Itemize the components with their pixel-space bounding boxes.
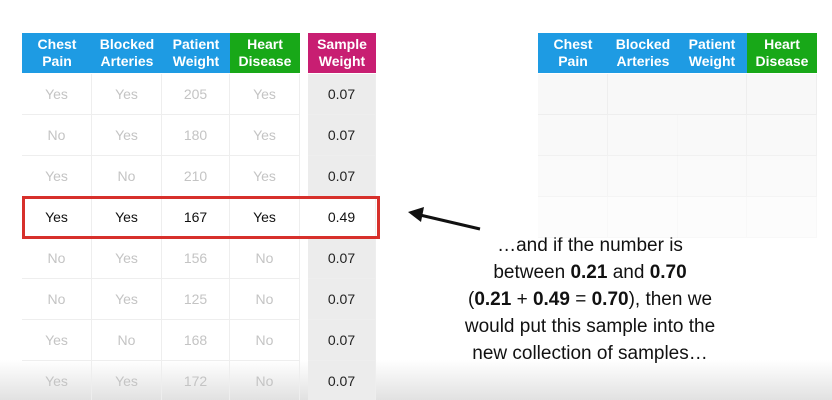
- table-cell: No: [22, 238, 92, 279]
- table-cell: Yes: [92, 279, 162, 320]
- empty-cell: [608, 197, 678, 238]
- header-cell: Chest Pain: [22, 33, 92, 73]
- annotation-line: new collection of samples…: [420, 340, 760, 367]
- table-cell: 172: [162, 361, 230, 400]
- table-cell: 205: [162, 74, 230, 115]
- empty-cell: [747, 74, 817, 115]
- empty-cell: [677, 115, 747, 156]
- table-cell: Yes: [92, 361, 162, 400]
- header-cell: Sample Weight: [308, 33, 376, 73]
- annotation-text: +: [511, 289, 533, 310]
- table-cell: No: [230, 279, 300, 320]
- empty-cell: [538, 74, 608, 115]
- table-cell: Yes: [230, 156, 300, 197]
- header-cell: Chest Pain: [538, 33, 608, 73]
- table-cell: 0.07: [308, 361, 376, 400]
- empty-cell: [677, 197, 747, 238]
- table-cell: No: [230, 361, 300, 400]
- table-cell: 0.07: [308, 115, 376, 156]
- table-cell: Yes: [22, 320, 92, 361]
- table-cell: No: [92, 320, 162, 361]
- table-cell: Yes: [230, 74, 300, 115]
- table-cell: Yes: [92, 238, 162, 279]
- annotation-text: …and if the number is: [497, 235, 683, 256]
- highlight-box: [22, 196, 380, 239]
- annotation-text: between: [493, 262, 571, 283]
- table-cell: Yes: [230, 115, 300, 156]
- arrow-head: [408, 207, 424, 222]
- annotation-line: (0.21 + 0.49 = 0.70), then we: [420, 286, 760, 313]
- empty-cell: [608, 74, 678, 115]
- header-cell: Heart Disease: [747, 33, 817, 73]
- table-cell: Yes: [22, 74, 92, 115]
- arrow: [419, 213, 481, 231]
- header-cell: Patient Weight: [677, 33, 747, 73]
- annotation-text: (: [467, 289, 475, 310]
- table-cell: 125: [162, 279, 230, 320]
- table-cell: 180: [162, 115, 230, 156]
- annotation-text: would put this sample into the: [464, 316, 716, 337]
- empty-cell: [747, 115, 817, 156]
- header-cell: Blocked Arteries: [92, 33, 162, 73]
- annotation: …and if the number is between 0.21 and 0.…: [420, 232, 760, 367]
- table-cell: 210: [162, 156, 230, 197]
- table-cell: 0.07: [308, 238, 376, 279]
- bottom-fade: [0, 360, 832, 400]
- table-cell: No: [92, 156, 162, 197]
- annotation-text: 0.70: [591, 289, 629, 310]
- annotation-line: would put this sample into the: [420, 313, 760, 340]
- annotation-line: between 0.21 and 0.70: [420, 259, 760, 286]
- empty-cell: [677, 74, 747, 115]
- header-cell: Blocked Arteries: [608, 33, 678, 73]
- empty-cell: [538, 197, 608, 238]
- table-cell: 168: [162, 320, 230, 361]
- empty-cell: [538, 115, 608, 156]
- table-cell: Yes: [92, 115, 162, 156]
- table-cell: No: [230, 238, 300, 279]
- table-cell: 0.07: [308, 320, 376, 361]
- table-cell: 0.07: [308, 279, 376, 320]
- annotation-text: =: [569, 289, 592, 310]
- table-cell: No: [22, 115, 92, 156]
- annotation-text: ), then we: [628, 289, 713, 310]
- annotation-text: and: [607, 262, 650, 283]
- table-cell: Yes: [22, 361, 92, 400]
- annotation-line: …and if the number is: [420, 232, 760, 259]
- annotation-text: new collection of samples…: [472, 343, 708, 364]
- header-cell: Heart Disease: [230, 33, 300, 73]
- empty-cell: [747, 197, 817, 238]
- empty-cell: [677, 156, 747, 197]
- annotation-text: 0.70: [649, 262, 687, 283]
- table-cell: 0.07: [308, 156, 376, 197]
- annotation-text: 0.21: [570, 262, 608, 283]
- header-cell: Patient Weight: [162, 33, 230, 73]
- empty-cell: [608, 156, 678, 197]
- table-cell: No: [22, 279, 92, 320]
- empty-cell: [538, 156, 608, 197]
- annotation-text: 0.49: [532, 289, 570, 310]
- empty-cell: [608, 115, 678, 156]
- table-cell: No: [230, 320, 300, 361]
- table-cell: Yes: [92, 74, 162, 115]
- table-cell: 0.07: [308, 74, 376, 115]
- empty-cell: [747, 156, 817, 197]
- table-cell: Yes: [22, 156, 92, 197]
- annotation-text: 0.21: [474, 289, 512, 310]
- table-cell: 156: [162, 238, 230, 279]
